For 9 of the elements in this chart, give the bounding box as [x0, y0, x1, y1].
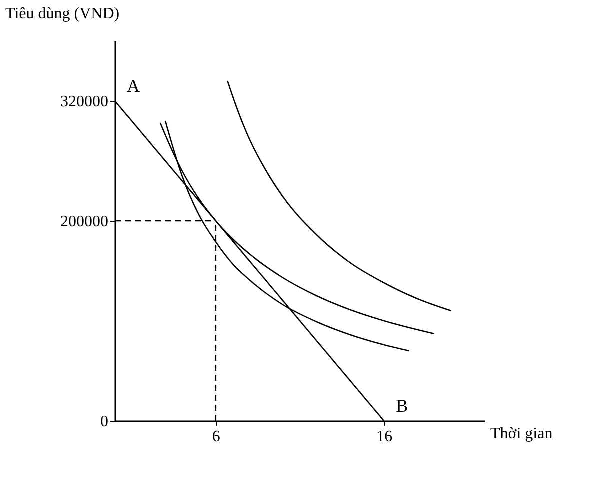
annotation: A — [127, 76, 140, 96]
x-axis-title: Thời gian — [490, 426, 553, 442]
x-tick-label: 6 — [212, 428, 220, 446]
annotation: B — [396, 396, 408, 416]
y-tick-label: 0 — [100, 414, 108, 430]
y-tick-label: 200000 — [60, 214, 108, 230]
y-tick-label: 320000 — [60, 94, 108, 110]
x-tick-label: 16 — [376, 428, 393, 446]
y-axis-title: Tiêu dùng (VND) — [6, 6, 120, 22]
